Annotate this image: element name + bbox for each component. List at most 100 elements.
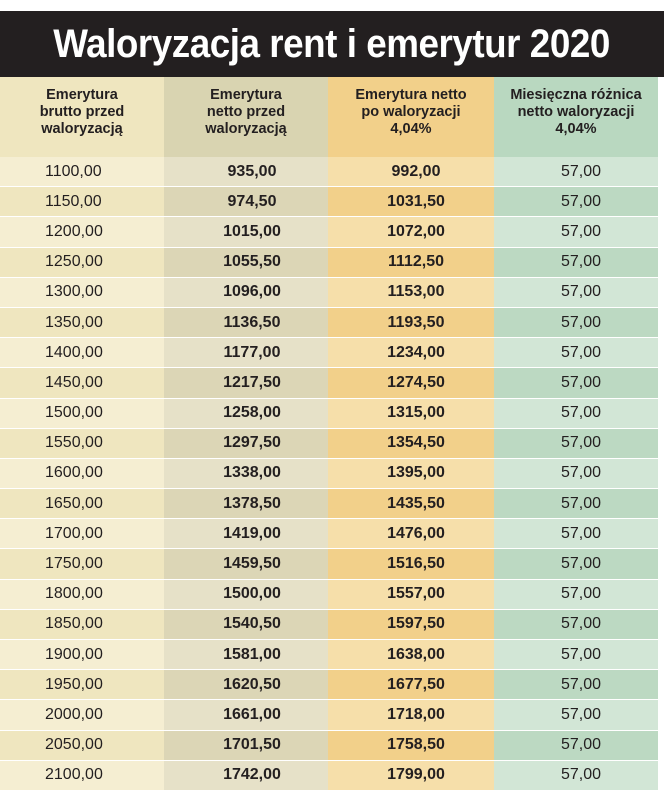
cell-gross-before: 1600,00 bbox=[0, 458, 164, 490]
cell-monthly-difference: 57,00 bbox=[494, 730, 658, 761]
cell-net-after: 1557,00 bbox=[328, 579, 494, 610]
cell-monthly-difference: 57,00 bbox=[494, 217, 658, 248]
cell-net-after: 1718,00 bbox=[328, 700, 494, 731]
table-row: 1800,00 1500,00 1557,00 57,00 bbox=[0, 579, 664, 610]
table-row: 1450,00 1217,50 1274,50 57,00 bbox=[0, 368, 664, 399]
table-row: 1250,00 1055,50 1112,50 57,00 bbox=[0, 247, 664, 278]
right-edge-divider bbox=[658, 77, 664, 801]
cell-gross-before: 1500,00 bbox=[0, 398, 164, 429]
table-row: 1400,00 1177,00 1234,00 57,00 bbox=[0, 338, 664, 369]
table-row: 1500,00 1258,00 1315,00 57,00 bbox=[0, 398, 664, 429]
cell-monthly-difference: 57,00 bbox=[494, 640, 658, 671]
cell-monthly-difference: 57,00 bbox=[494, 458, 658, 490]
header-monthly-difference: Miesięczna różnica netto waloryzacji 4,0… bbox=[494, 77, 658, 157]
table-row: 2050,00 1701,50 1758,50 57,00 bbox=[0, 730, 664, 761]
table-row: 2000,00 1661,00 1718,00 57,00 bbox=[0, 700, 664, 731]
table-row: 1550,00 1297,50 1354,50 57,00 bbox=[0, 428, 664, 459]
cell-net-before: 1015,00 bbox=[164, 217, 328, 248]
cell-net-after: 1153,00 bbox=[328, 277, 494, 308]
cell-net-after: 1638,00 bbox=[328, 640, 494, 671]
cell-gross-before: 1350,00 bbox=[0, 307, 164, 339]
cell-net-before: 935,00 bbox=[164, 157, 328, 188]
table-row: 1150,00 974,50 1031,50 57,00 bbox=[0, 187, 664, 218]
cell-monthly-difference: 57,00 bbox=[494, 609, 658, 640]
cell-monthly-difference: 57,00 bbox=[494, 549, 658, 580]
cell-gross-before: 1550,00 bbox=[0, 428, 164, 459]
cell-gross-before: 2100,00 bbox=[0, 760, 164, 791]
cell-monthly-difference: 57,00 bbox=[494, 700, 658, 731]
cell-monthly-difference: 57,00 bbox=[494, 247, 658, 278]
cell-net-after: 1354,50 bbox=[328, 428, 494, 459]
header-net-before: Emerytura netto przed waloryzacją bbox=[164, 77, 328, 157]
cell-net-after: 1031,50 bbox=[328, 187, 494, 218]
cell-net-after: 1234,00 bbox=[328, 338, 494, 369]
table-row: 2100,00 1742,00 1799,00 57,00 bbox=[0, 760, 664, 791]
cell-gross-before: 1900,00 bbox=[0, 640, 164, 671]
cell-net-after: 1193,50 bbox=[328, 307, 494, 339]
cell-monthly-difference: 57,00 bbox=[494, 760, 658, 791]
cell-net-after: 1112,50 bbox=[328, 247, 494, 278]
table-row: 1750,00 1459,50 1516,50 57,00 bbox=[0, 549, 664, 580]
cell-monthly-difference: 57,00 bbox=[494, 519, 658, 550]
cell-net-after: 1274,50 bbox=[328, 368, 494, 399]
table-header-row: Emerytura brutto przed waloryzacją Emery… bbox=[0, 77, 664, 157]
cell-net-before: 1055,50 bbox=[164, 247, 328, 278]
table-row: 1900,00 1581,00 1638,00 57,00 bbox=[0, 640, 664, 671]
cell-monthly-difference: 57,00 bbox=[494, 428, 658, 459]
header-gross-before: Emerytura brutto przed waloryzacją bbox=[0, 77, 164, 157]
cell-monthly-difference: 57,00 bbox=[494, 338, 658, 369]
cell-net-before: 1297,50 bbox=[164, 428, 328, 459]
cell-net-before: 1620,50 bbox=[164, 670, 328, 701]
cell-net-before: 1217,50 bbox=[164, 368, 328, 399]
cell-gross-before: 1100,00 bbox=[0, 157, 164, 188]
cell-net-before: 1500,00 bbox=[164, 579, 328, 610]
table-row: 1650,00 1378,50 1435,50 57,00 bbox=[0, 489, 664, 520]
cell-net-after: 1516,50 bbox=[328, 549, 494, 580]
cell-gross-before: 2050,00 bbox=[0, 730, 164, 761]
table-row: 1850,00 1540,50 1597,50 57,00 bbox=[0, 609, 664, 640]
table-row: 1200,00 1015,00 1072,00 57,00 bbox=[0, 217, 664, 248]
cell-gross-before: 1450,00 bbox=[0, 368, 164, 399]
header-net-after: Emerytura netto po waloryzacji 4,04% bbox=[328, 77, 494, 157]
cell-net-before: 1338,00 bbox=[164, 458, 328, 490]
cell-net-before: 1378,50 bbox=[164, 489, 328, 520]
cell-monthly-difference: 57,00 bbox=[494, 368, 658, 399]
cell-net-after: 1315,00 bbox=[328, 398, 494, 429]
cell-net-before: 1419,00 bbox=[164, 519, 328, 550]
page-title: Waloryzacja rent i emerytur 2020 bbox=[53, 21, 611, 66]
cell-monthly-difference: 57,00 bbox=[494, 307, 658, 339]
cell-net-after: 992,00 bbox=[328, 157, 494, 188]
cell-monthly-difference: 57,00 bbox=[494, 670, 658, 701]
cell-gross-before: 1750,00 bbox=[0, 549, 164, 580]
cell-net-before: 974,50 bbox=[164, 187, 328, 218]
cell-gross-before: 1800,00 bbox=[0, 579, 164, 610]
cell-gross-before: 1200,00 bbox=[0, 217, 164, 248]
table-row: 1950,00 1620,50 1677,50 57,00 bbox=[0, 670, 664, 701]
cell-monthly-difference: 57,00 bbox=[494, 277, 658, 308]
cell-net-after: 1072,00 bbox=[328, 217, 494, 248]
cell-gross-before: 1850,00 bbox=[0, 609, 164, 640]
pension-table: Emerytura brutto przed waloryzacją Emery… bbox=[0, 77, 664, 791]
cell-gross-before: 1250,00 bbox=[0, 247, 164, 278]
table-body: 1100,00 935,00 992,00 57,00 1150,00 974,50 103… bbox=[0, 157, 664, 791]
table-row: 1700,00 1419,00 1476,00 57,00 bbox=[0, 519, 664, 550]
cell-net-before: 1661,00 bbox=[164, 700, 328, 731]
cell-net-after: 1799,00 bbox=[328, 760, 494, 791]
cell-net-after: 1395,00 bbox=[328, 458, 494, 490]
title-bar: Waloryzacja rent i emerytur 2020 bbox=[0, 11, 664, 77]
cell-net-before: 1581,00 bbox=[164, 640, 328, 671]
cell-net-after: 1758,50 bbox=[328, 730, 494, 761]
table-row: 1350,00 1136,50 1193,50 57,00 bbox=[0, 307, 664, 339]
table-row: 1600,00 1338,00 1395,00 57,00 bbox=[0, 458, 664, 490]
cell-net-after: 1677,50 bbox=[328, 670, 494, 701]
cell-net-before: 1136,50 bbox=[164, 307, 328, 339]
cell-monthly-difference: 57,00 bbox=[494, 187, 658, 218]
cell-net-before: 1540,50 bbox=[164, 609, 328, 640]
table-row: 1100,00 935,00 992,00 57,00 bbox=[0, 157, 664, 188]
cell-net-before: 1096,00 bbox=[164, 277, 328, 308]
cell-net-before: 1742,00 bbox=[164, 760, 328, 791]
cell-net-before: 1459,50 bbox=[164, 549, 328, 580]
cell-gross-before: 2000,00 bbox=[0, 700, 164, 731]
cell-gross-before: 1150,00 bbox=[0, 187, 164, 218]
